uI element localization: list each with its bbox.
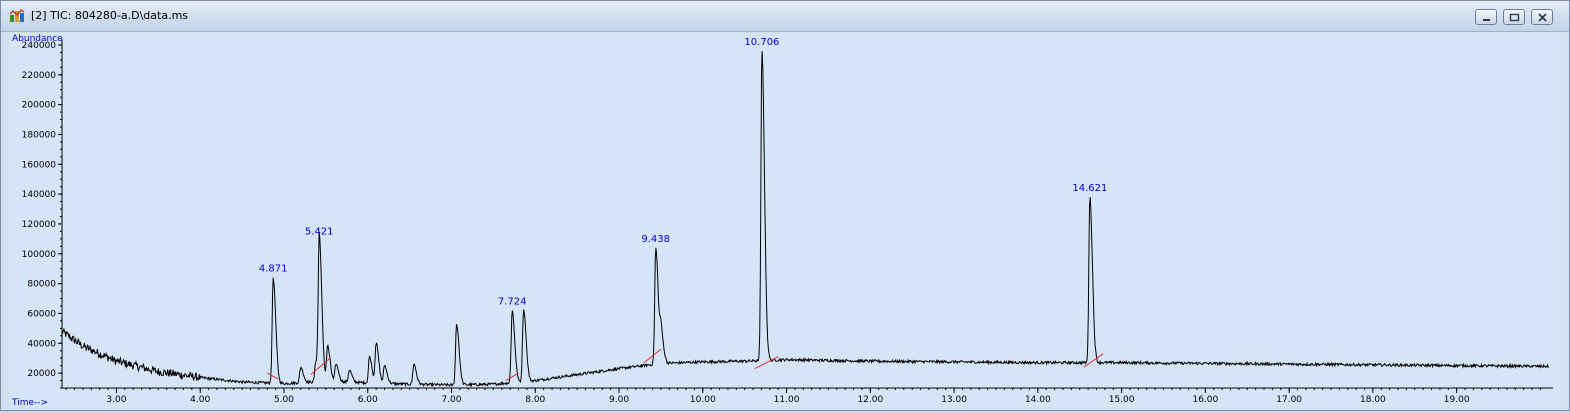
close-icon (1538, 13, 1547, 22)
x-tick-label: 4.00 (190, 395, 210, 405)
peak-label: 7.724 (498, 296, 527, 307)
integration-baseline (266, 372, 279, 380)
y-tick-label: 100000 (22, 250, 57, 260)
y-tick-label: 40000 (27, 339, 56, 349)
maximize-icon (1509, 13, 1520, 22)
x-tick-label: 12.00 (857, 395, 883, 405)
x-tick-label: 7.00 (441, 395, 461, 405)
peak-label: 9.438 (641, 234, 670, 245)
integration-baseline (310, 357, 331, 375)
maximize-button[interactable] (1503, 9, 1525, 25)
integration-baselines (266, 348, 1104, 381)
peak-label: 5.421 (305, 226, 334, 237)
x-tick-label: 11.00 (774, 395, 800, 405)
x-axis-label: Time--> (11, 398, 48, 408)
tic-trace (61, 51, 1550, 388)
y-axis-label: Abundance (12, 34, 63, 44)
x-tick-label: 16.00 (1192, 395, 1218, 405)
x-tick-label: 13.00 (941, 395, 967, 405)
x-tick-label: 14.00 (1025, 395, 1051, 405)
minimize-icon (1483, 19, 1490, 21)
peak-label: 4.871 (259, 264, 288, 275)
y-tick-label: 80000 (27, 280, 56, 290)
chromatogram-chart[interactable]: 20000 40000 60000 80000 100000 120000 140000 16… (9, 33, 1561, 409)
x-tick-label: 17.00 (1276, 395, 1302, 405)
peak-label: 10.706 (744, 37, 779, 48)
close-button[interactable] (1531, 9, 1553, 25)
x-tick-label: 5.00 (274, 395, 294, 405)
integration-baseline (643, 348, 662, 364)
peak-label: 14.621 (1072, 183, 1107, 194)
plot-area: 20000 40000 60000 80000 100000 120000 140000 16… (9, 33, 1561, 409)
y-tick-label: 160000 (22, 160, 57, 170)
window-title: [2] TIC: 804280-a.D\data.ms (31, 9, 189, 22)
y-tick-label: 220000 (22, 71, 57, 81)
y-tick-label: 180000 (22, 130, 57, 140)
x-tick-label: 8.00 (525, 395, 545, 405)
y-tick-label: 240000 (22, 41, 57, 51)
peak-labels: 4.871 5.421 7.724 9.438 10.706 14.621 (259, 37, 1108, 308)
x-tick-label: 10.00 (690, 395, 716, 405)
y-tick-label: 140000 (22, 190, 57, 200)
integration-baseline (754, 356, 779, 370)
x-tick-label: 19.00 (1444, 395, 1470, 405)
x-tick-label: 3.00 (106, 395, 126, 405)
integration-baseline (505, 372, 519, 381)
title-bar[interactable]: [2] TIC: 804280-a.D\data.ms (1, 1, 1569, 32)
minimize-button[interactable] (1475, 9, 1497, 25)
x-tick-label: 18.00 (1360, 395, 1386, 405)
integration-baseline (1083, 353, 1104, 368)
axes (61, 39, 1553, 389)
x-tick-label: 6.00 (358, 395, 378, 405)
x-tick-label: 15.00 (1109, 395, 1135, 405)
y-tick-label: 200000 (22, 101, 57, 111)
y-tick-label: 60000 (27, 309, 56, 319)
x-tick-label: 9.00 (609, 395, 629, 405)
y-tick-label: 120000 (22, 220, 57, 230)
y-tick-label: 20000 (27, 369, 56, 379)
chromatogram-app-icon (9, 9, 25, 22)
